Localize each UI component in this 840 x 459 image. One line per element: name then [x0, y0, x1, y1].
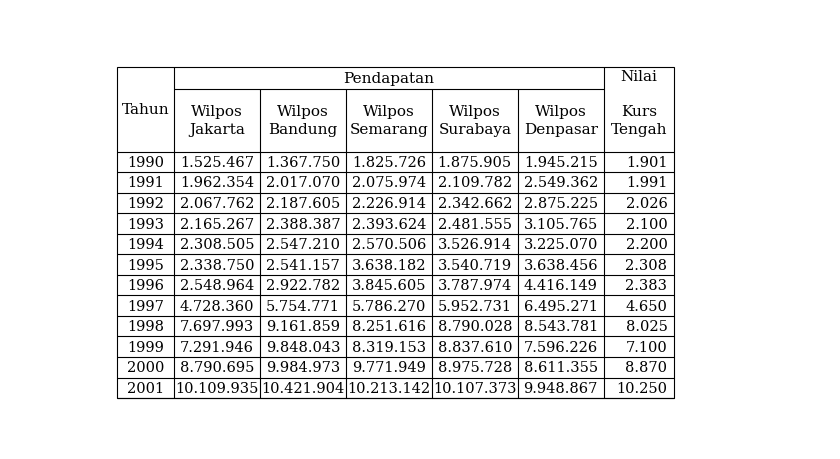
Text: Wilpos
Jakarta: Wilpos Jakarta — [189, 105, 245, 137]
Text: 9.984.973: 9.984.973 — [265, 360, 340, 375]
Text: 1.525.467: 1.525.467 — [180, 156, 254, 169]
Text: 7.291.946: 7.291.946 — [180, 340, 254, 354]
Text: 1990: 1990 — [127, 156, 164, 169]
Text: Wilpos
Surabaya: Wilpos Surabaya — [438, 105, 512, 137]
Text: 3.526.914: 3.526.914 — [438, 238, 512, 252]
Text: 2.547.210: 2.547.210 — [266, 238, 340, 252]
Text: 10.421.904: 10.421.904 — [261, 381, 344, 395]
Text: 5.786.270: 5.786.270 — [352, 299, 426, 313]
Text: 2.383: 2.383 — [626, 279, 668, 292]
Text: Wilpos
Semarang: Wilpos Semarang — [349, 105, 428, 137]
Text: Nilai: Nilai — [621, 70, 657, 84]
Text: 5.754.771: 5.754.771 — [266, 299, 340, 313]
Text: 7.697.993: 7.697.993 — [180, 319, 254, 334]
Text: 2.200: 2.200 — [626, 238, 668, 252]
Text: 6.495.271: 6.495.271 — [523, 299, 598, 313]
Text: 1.367.750: 1.367.750 — [265, 156, 340, 169]
Text: 1999: 1999 — [127, 340, 164, 354]
Text: 8.870: 8.870 — [626, 360, 668, 375]
Text: 3.638.456: 3.638.456 — [523, 258, 598, 272]
Text: 1993: 1993 — [127, 217, 164, 231]
Text: 1998: 1998 — [127, 319, 164, 334]
Text: 8.837.610: 8.837.610 — [438, 340, 512, 354]
Text: 2001: 2001 — [127, 381, 164, 395]
Text: 1.945.215: 1.945.215 — [524, 156, 597, 169]
Text: 1994: 1994 — [127, 238, 164, 252]
Text: 3.105.765: 3.105.765 — [523, 217, 598, 231]
Text: 9.848.043: 9.848.043 — [265, 340, 340, 354]
Text: 2000: 2000 — [127, 360, 164, 375]
Text: 1996: 1996 — [127, 279, 164, 292]
Text: 2.075.974: 2.075.974 — [352, 176, 426, 190]
Text: 8.251.616: 8.251.616 — [352, 319, 426, 334]
Text: 4.728.360: 4.728.360 — [180, 299, 255, 313]
Text: 8.543.781: 8.543.781 — [523, 319, 598, 334]
Text: 9.771.949: 9.771.949 — [352, 360, 426, 375]
Text: 3.225.070: 3.225.070 — [523, 238, 598, 252]
Text: 2.100: 2.100 — [626, 217, 668, 231]
Text: 2.393.624: 2.393.624 — [352, 217, 426, 231]
Text: 1997: 1997 — [127, 299, 164, 313]
Text: Wilpos
Denpasar: Wilpos Denpasar — [523, 105, 598, 137]
Text: 1.962.354: 1.962.354 — [180, 176, 254, 190]
Text: 2.541.157: 2.541.157 — [266, 258, 339, 272]
Text: 2.165.267: 2.165.267 — [180, 217, 254, 231]
Text: Wilpos
Bandung: Wilpos Bandung — [268, 105, 338, 137]
Text: 8.975.728: 8.975.728 — [438, 360, 512, 375]
Text: 2.342.662: 2.342.662 — [438, 196, 512, 211]
Text: 2.388.387: 2.388.387 — [265, 217, 340, 231]
Text: 2.308: 2.308 — [626, 258, 668, 272]
Text: 2.109.782: 2.109.782 — [438, 176, 512, 190]
Text: 2.308.505: 2.308.505 — [180, 238, 255, 252]
Text: 2.548.964: 2.548.964 — [180, 279, 254, 292]
Text: 2.549.362: 2.549.362 — [523, 176, 598, 190]
Text: 2.481.555: 2.481.555 — [438, 217, 512, 231]
Text: 4.650: 4.650 — [626, 299, 668, 313]
Text: 3.787.974: 3.787.974 — [438, 279, 512, 292]
Text: 2.226.914: 2.226.914 — [352, 196, 426, 211]
Text: 3.638.182: 3.638.182 — [352, 258, 426, 272]
Text: 1.991: 1.991 — [626, 176, 668, 190]
Text: 10.213.142: 10.213.142 — [347, 381, 430, 395]
Text: 1992: 1992 — [127, 196, 164, 211]
Text: Kurs
Tengah: Kurs Tengah — [611, 105, 667, 137]
Text: 9.161.859: 9.161.859 — [266, 319, 340, 334]
Text: 1.825.726: 1.825.726 — [352, 156, 426, 169]
Text: 2.187.605: 2.187.605 — [265, 196, 340, 211]
Text: 8.790.028: 8.790.028 — [438, 319, 512, 334]
Text: 3.540.719: 3.540.719 — [438, 258, 512, 272]
Text: 4.416.149: 4.416.149 — [524, 279, 597, 292]
Text: 5.952.731: 5.952.731 — [438, 299, 512, 313]
Text: 2.067.762: 2.067.762 — [180, 196, 255, 211]
Text: 2.026: 2.026 — [626, 196, 668, 211]
Text: 7.596.226: 7.596.226 — [523, 340, 598, 354]
Text: 2.017.070: 2.017.070 — [265, 176, 340, 190]
Bar — [117, 67, 674, 398]
Text: 2.922.782: 2.922.782 — [265, 279, 340, 292]
Text: 1991: 1991 — [127, 176, 164, 190]
Text: 1.875.905: 1.875.905 — [438, 156, 512, 169]
Text: 8.025: 8.025 — [626, 319, 668, 334]
Text: 10.250: 10.250 — [617, 381, 668, 395]
Text: Tahun: Tahun — [122, 103, 169, 117]
Text: 2.875.225: 2.875.225 — [523, 196, 598, 211]
Text: 1995: 1995 — [127, 258, 164, 272]
Text: 9.948.867: 9.948.867 — [523, 381, 598, 395]
Text: 2.570.506: 2.570.506 — [352, 238, 426, 252]
Text: 7.100: 7.100 — [626, 340, 668, 354]
Text: Pendapatan: Pendapatan — [344, 72, 434, 85]
Text: 8.790.695: 8.790.695 — [180, 360, 255, 375]
Text: 10.109.935: 10.109.935 — [176, 381, 259, 395]
Text: 10.107.373: 10.107.373 — [433, 381, 517, 395]
Text: 3.845.605: 3.845.605 — [352, 279, 426, 292]
Text: 1.901: 1.901 — [626, 156, 668, 169]
Text: 2.338.750: 2.338.750 — [180, 258, 255, 272]
Text: 8.319.153: 8.319.153 — [352, 340, 426, 354]
Text: 8.611.355: 8.611.355 — [523, 360, 598, 375]
